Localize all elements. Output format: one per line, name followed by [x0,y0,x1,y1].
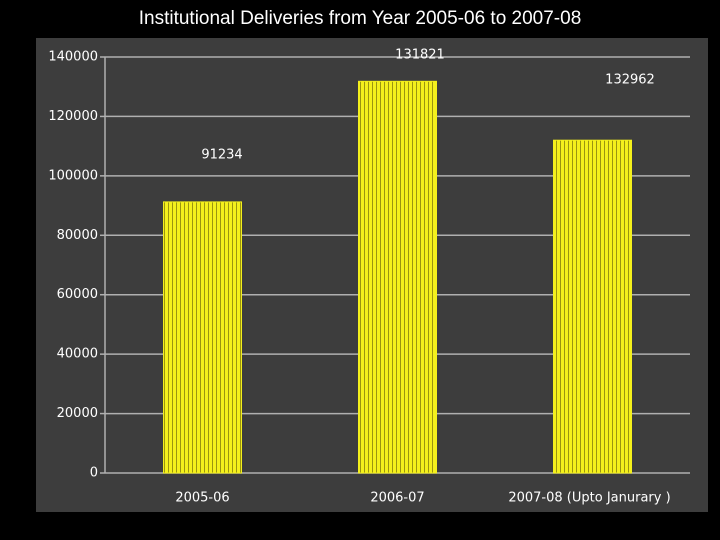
chart-title: Institutional Deliveries from Year 2005-… [139,8,582,29]
y-tick-label: 140000 [48,50,98,65]
data-label: 131821 [395,48,445,63]
y-tick-label: 0 [90,466,98,481]
bar [358,80,437,474]
y-tick-label: 60000 [57,287,98,302]
y-tick-label: 20000 [57,406,98,421]
x-tick-label: 2007-08 (Upto Janurary ) [508,491,670,506]
data-label: 132962 [605,73,655,88]
x-tick-label: 2005-06 [175,491,229,506]
y-tick-label: 40000 [57,347,98,362]
bar [553,139,632,474]
y-tick-label: 100000 [48,168,98,183]
x-tick-label: 2006-07 [370,491,424,506]
bar [163,201,242,474]
y-tick-label: 120000 [48,109,98,124]
y-tick-label: 80000 [57,228,98,243]
data-label: 91234 [201,148,242,163]
